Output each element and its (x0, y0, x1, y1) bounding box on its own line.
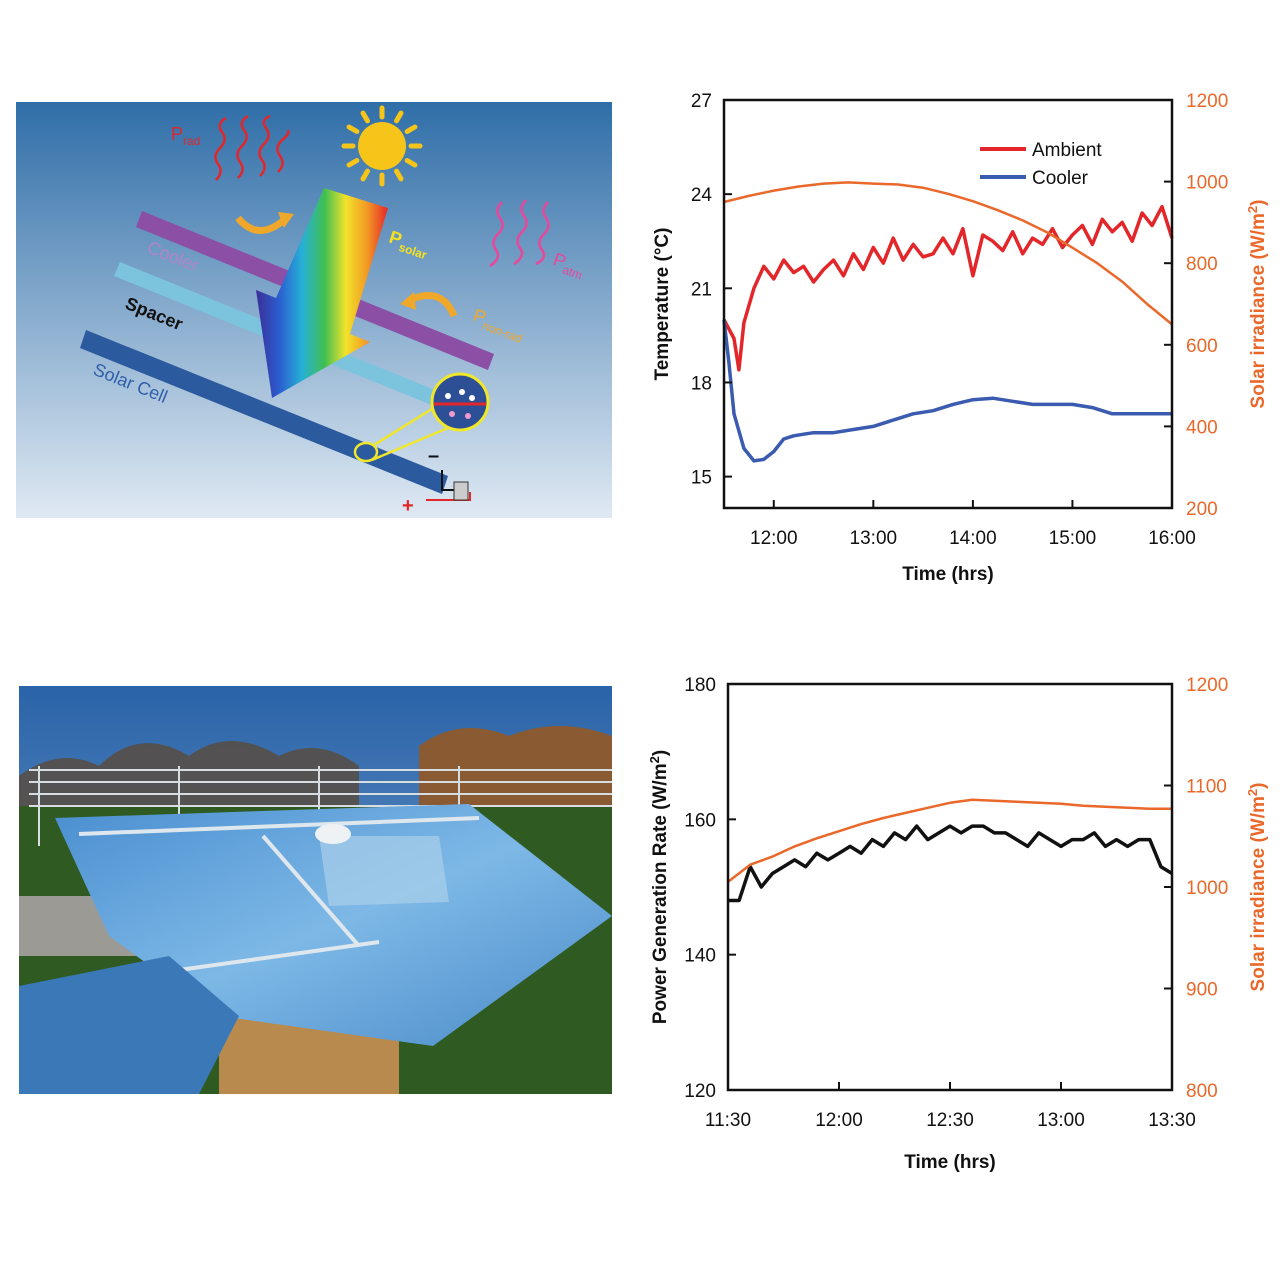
pyranometer-dome (315, 824, 351, 844)
y2-tick-label: 1200 (1186, 91, 1228, 112)
sun-icon (341, 105, 423, 187)
legend-ambient-label: Ambient (1032, 140, 1102, 161)
y-tick-label: 27 (691, 91, 712, 112)
x-tick-label: 14:00 (949, 528, 997, 549)
y-tick-label: 18 (691, 373, 712, 394)
railing-fence (29, 766, 612, 846)
x-tick-label: 13:00 (1037, 1110, 1085, 1131)
y-tick-label: 15 (691, 468, 712, 489)
series-line-cooler (722, 319, 1172, 463)
y-tick-label: 120 (684, 1081, 716, 1102)
legend: Ambient Cooler (980, 140, 1102, 189)
sun-ray (404, 158, 418, 168)
panel-frame-rails (78, 816, 480, 972)
test-window (319, 836, 449, 906)
sun-ray (346, 158, 360, 168)
heat-curve-arrowhead-upper (278, 212, 294, 228)
outdoor-setup-photo (19, 686, 612, 1094)
y-axis-label: Temperature (°C) (652, 228, 673, 381)
patm-label: Patm (549, 249, 587, 283)
circuit-wire-positive (426, 492, 471, 501)
y-tick-label: 24 (691, 185, 713, 206)
sun-ray (394, 110, 404, 124)
sun-ray (360, 168, 370, 182)
y2-tick-label: 1100 (1186, 777, 1227, 798)
sun-ray (394, 168, 404, 182)
y2-tick-label: 400 (1186, 417, 1218, 438)
plot-frame (726, 682, 1174, 1092)
photo-svg (19, 686, 612, 1094)
y2-tick-label: 200 (1186, 499, 1218, 520)
solar-spectrum-arrow (256, 188, 388, 398)
y-tick-label: 160 (684, 810, 716, 831)
sun-ray (404, 124, 418, 134)
series-line-solar-irradiance (723, 181, 1173, 326)
x-tick-label: 12:00 (750, 528, 798, 549)
y2-tick-label: 1200 (1186, 675, 1228, 696)
legend-cooler-label: Cooler (1032, 168, 1089, 189)
negative-terminal-label: – (428, 445, 439, 467)
power-generation-chart-svg: 120 140 160 180 800 900 1000 1100 1200 11:30 12:… (647, 675, 1269, 1173)
x-tick-label: 12:00 (815, 1110, 863, 1131)
x-axis-label: Time (hrs) (904, 1152, 996, 1173)
y2-tick-label: 1000 (1186, 173, 1228, 194)
power-generation-chart: 120 140 160 180 800 900 1000 1100 1200 11:30 12:… (640, 660, 1280, 1180)
heat-curve-arrow-lower (408, 292, 458, 318)
schematic-svg: Prad Patm Cooler Spacer Solar Cell Psola… (16, 102, 612, 518)
x-tick-label: 16:00 (1148, 528, 1196, 549)
positive-terminal-label: + (402, 495, 414, 517)
y2-tick-label: 800 (1186, 1081, 1218, 1102)
x-tick-label: 11:30 (705, 1110, 751, 1131)
y2-axis-label: Solar irradiance (W/m2) (1245, 200, 1269, 409)
x-tick-label: 15:00 (1049, 528, 1097, 549)
heat-curve-arrowhead-lower (400, 292, 416, 310)
y2-tick-label: 1000 (1186, 878, 1228, 899)
y2-tick-label: 600 (1186, 336, 1218, 357)
sun-ray (346, 124, 360, 134)
series-line-ambient (722, 204, 1174, 372)
y2-tick-label: 900 (1186, 980, 1218, 1001)
patm-wave-arrows (489, 199, 550, 268)
y-tick-label: 180 (684, 675, 716, 696)
magnify-spot (353, 441, 379, 463)
y-tick-label: 140 (684, 946, 716, 967)
temperature-chart-svg: 15 18 21 24 27 200 400 600 800 1000 1200 12:00 13:… (652, 91, 1269, 585)
temperature-chart: 15 18 21 24 27 200 400 600 800 1000 1200 12:00 13:… (640, 80, 1280, 600)
load-resistor (453, 481, 469, 501)
x-tick-label: 13:30 (1148, 1110, 1196, 1131)
plot-frame (722, 98, 1174, 510)
bare-trees-left (19, 741, 359, 806)
heat-curve-arrow-upper (235, 215, 287, 234)
y-axis-label: Power Generation Rate (W/m2) (647, 750, 671, 1024)
x-axis-label: Time (hrs) (902, 564, 994, 585)
pn-junction-zoom-icon (430, 372, 490, 432)
foreground-panel (19, 956, 239, 1094)
x-tick-label: 13:00 (850, 528, 898, 549)
series-line-power-generation (728, 824, 1173, 903)
x-tick-label: 12:30 (926, 1110, 974, 1131)
prad-label: Prad (171, 124, 200, 148)
y2-axis-label: Solar irradiance (W/m2) (1245, 783, 1269, 992)
prad-wave-arrows (214, 114, 290, 181)
y-tick-label: 21 (691, 279, 712, 300)
radiative-cooling-schematic: Prad Patm Cooler Spacer Solar Cell Psola… (16, 102, 612, 518)
sun-ray (360, 110, 370, 124)
series-line-solar-irradiance (727, 798, 1172, 883)
y2-tick-label: 800 (1186, 254, 1218, 275)
